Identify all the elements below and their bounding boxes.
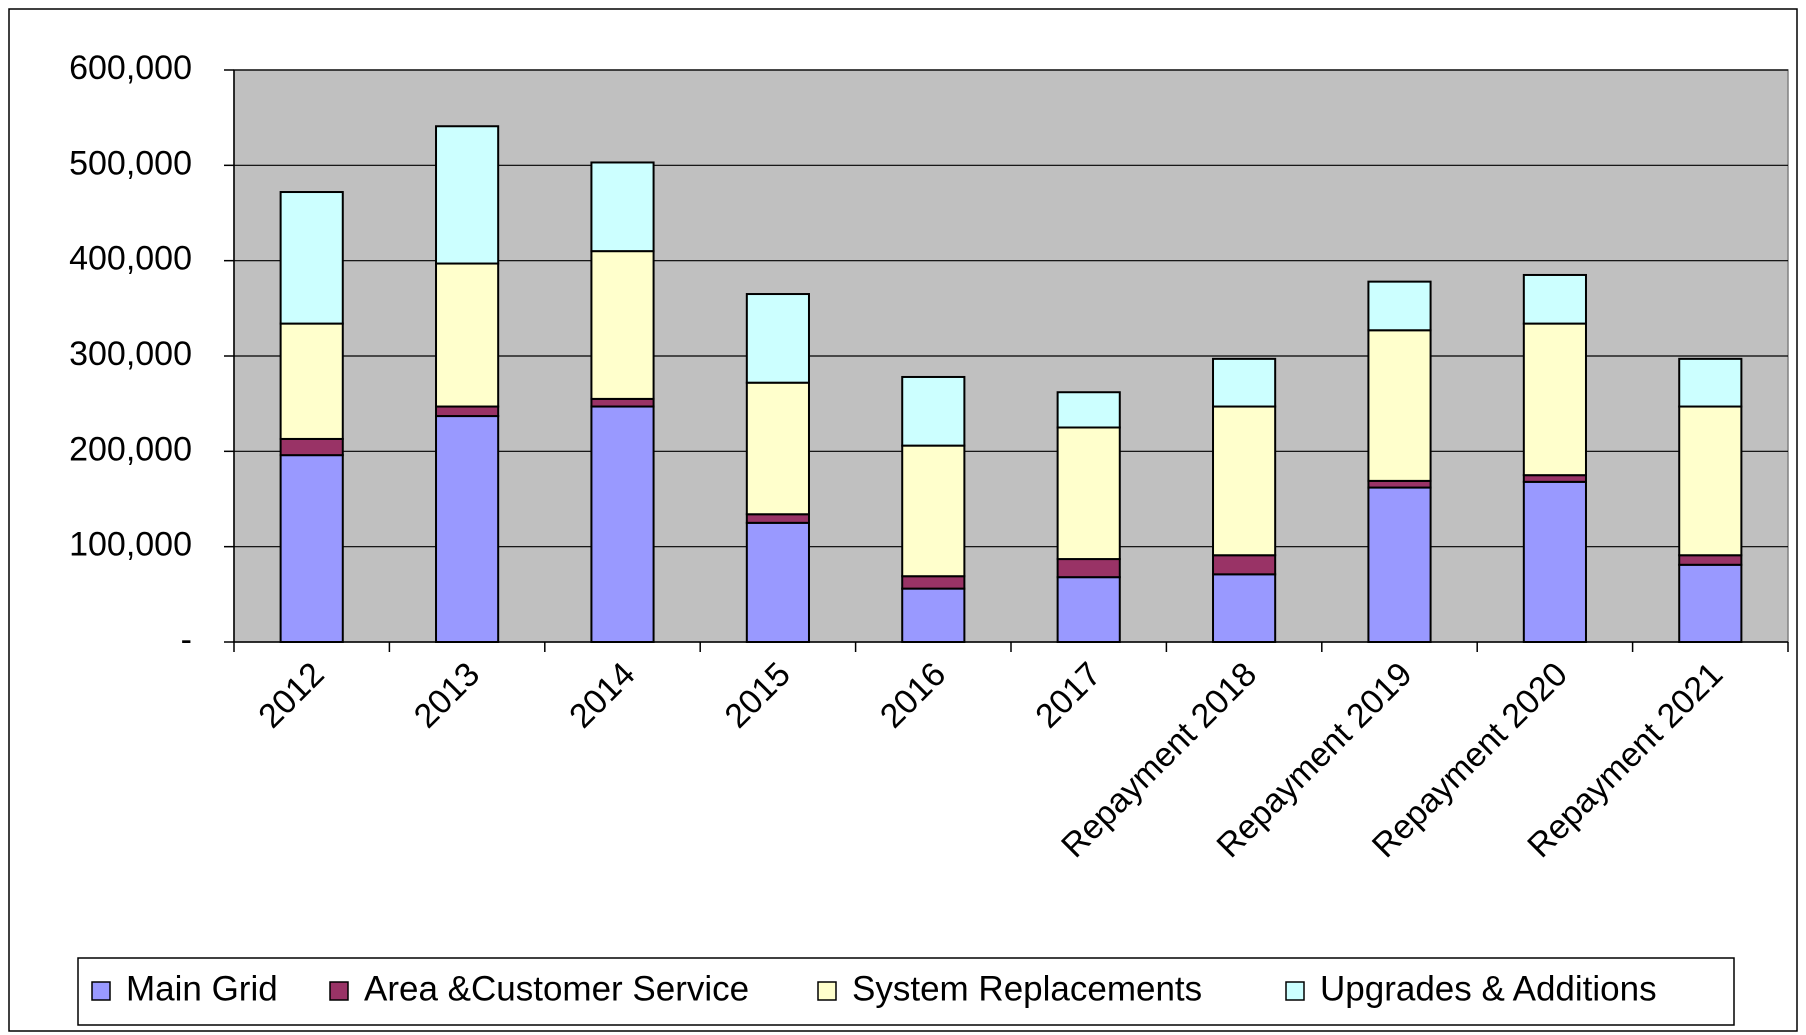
bar-segment (279, 322, 344, 440)
bar-segment (901, 575, 966, 590)
bar-segment (1522, 273, 1587, 325)
bar-segment (901, 587, 966, 644)
y-tick-label: 600,000 (69, 49, 192, 87)
bar-segment (1056, 391, 1121, 429)
legend-label: Main Grid (126, 969, 278, 1008)
bar-segment (435, 415, 500, 643)
bar-segment (1522, 480, 1587, 643)
bar-segment (435, 125, 500, 265)
bar-segment (435, 405, 500, 418)
bar-segment (590, 161, 655, 253)
bar-segment (1056, 426, 1121, 561)
bar-segment (745, 293, 810, 384)
y-tick-label: 400,000 (69, 240, 192, 278)
bar-segment (1367, 329, 1432, 482)
y-tick-label: 300,000 (69, 335, 192, 373)
legend-swatch (91, 981, 111, 1001)
bar-segment (1367, 479, 1432, 489)
legend-label: Area &Customer Service (364, 969, 749, 1008)
bar-segment (590, 405, 655, 643)
bar-segment (590, 250, 655, 400)
y-tick-label: 100,000 (69, 526, 192, 564)
bar-segment (279, 191, 344, 325)
bar-segment (1212, 573, 1277, 644)
legend-box (77, 957, 1735, 1026)
bar-segment (745, 381, 810, 516)
legend-label: System Replacements (852, 969, 1202, 1008)
bar-segment (745, 513, 810, 524)
y-tick-label: - (181, 621, 192, 659)
y-tick-label: 500,000 (69, 144, 192, 182)
bar-segment (901, 444, 966, 578)
y-tick-label: 200,000 (69, 430, 192, 468)
bar-segment (279, 437, 344, 457)
legend-swatch (817, 981, 837, 1001)
bar-segment (1678, 563, 1743, 644)
legend-swatch (329, 981, 349, 1001)
bar-segment (279, 454, 344, 643)
bar-segment (901, 375, 966, 447)
bar-segment (1212, 554, 1277, 576)
bar-segment (1678, 357, 1743, 408)
bar-segment (1522, 474, 1587, 483)
bar-segment (1367, 486, 1432, 643)
bar-segment (1678, 554, 1743, 566)
bar-segment (435, 262, 500, 408)
bar-segment (1367, 280, 1432, 332)
bar-segment (1212, 357, 1277, 408)
legend-swatch (1285, 981, 1305, 1001)
bar-segment (1678, 405, 1743, 557)
bar-segment (1212, 405, 1277, 557)
bar-segment (745, 521, 810, 643)
bar-segment (1056, 576, 1121, 644)
bar-segment (1056, 558, 1121, 579)
legend-label: Upgrades & Additions (1320, 969, 1657, 1008)
bar-segment (590, 397, 655, 408)
bar-segment (1522, 322, 1587, 477)
